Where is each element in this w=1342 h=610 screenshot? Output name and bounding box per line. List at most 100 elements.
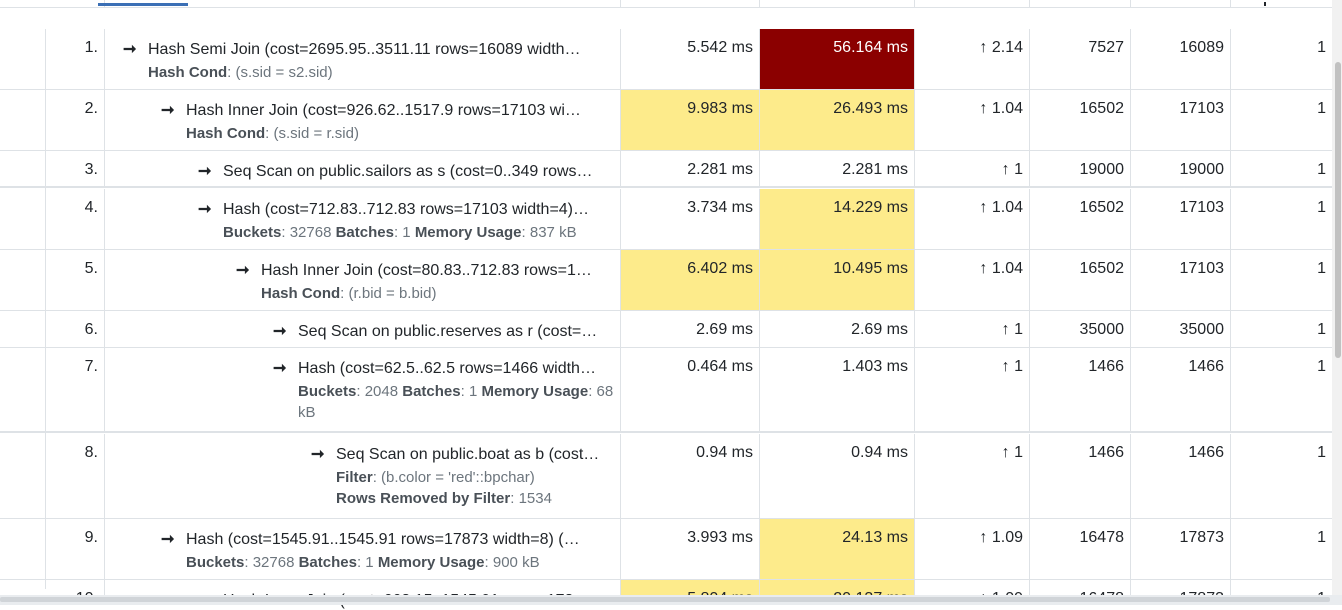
exclusive-time: 9.983 ms [621,90,760,150]
detail-value: 1 [402,224,411,241]
inclusive-time: 2.69 ms [760,311,915,347]
inclusive-time: 26.493 ms [760,90,915,150]
child-arrow-icon: ➞ [161,531,175,548]
detail-label: Buckets [298,383,357,400]
exclusive-time: 0.464 ms [621,348,760,431]
node-cell[interactable]: ➞ Hash (cost=1545.91..1545.91 rows=17873 … [105,519,621,579]
child-arrow-icon: ➞ [123,41,137,58]
node-cell[interactable]: ➞ Seq Scan on public.reserves as r (cost=… [105,311,621,347]
rows-factor: ↑ 2.14 [915,29,1030,89]
node-details: Hash Cond: (s.sid = r.sid) [186,125,359,142]
node-title[interactable]: Hash (cost=1545.91..1545.91 rows=17873 w… [186,531,580,548]
detail-label: Filter [336,469,373,486]
table-row[interactable]: 5. ➞ Hash Inner Join (cost=80.83..712.83 r… [0,250,1332,311]
horizontal-scrollbar-thumb[interactable] [0,597,1330,602]
table-row[interactable]: 6. ➞ Seq Scan on public.reserves as r (cos… [0,311,1332,348]
table-row[interactable]: 9. ➞ Hash (cost=1545.91..1545.91 rows=1787… [0,519,1332,580]
vertical-scrollbar-thumb[interactable] [1335,62,1341,358]
header-cell-rows-factor [915,0,1030,8]
vertical-scrollbar[interactable] [1332,0,1342,605]
planned-rows: 35000 [1131,311,1231,347]
actual-rows: 1466 [1030,348,1131,431]
node-title[interactable]: Seq Scan on public.sailors as s (cost=0.… [223,163,593,180]
node-details: Buckets: 32768 Batches: 1 Memory Usage: … [223,224,577,241]
detail-value: 32768 [252,554,295,571]
actual-rows: 7527 [1030,29,1131,89]
child-arrow-icon: ➞ [273,360,287,377]
node-title[interactable]: Hash Inner Join (cost=80.83..712.83 rows… [261,262,592,279]
detail-value: (s.sid = r.sid) [273,125,359,142]
detail-label: Batches [298,554,357,571]
header-cell-actual [1030,0,1131,8]
actual-rows: 16502 [1030,189,1131,249]
loops: 1 [1317,260,1326,277]
header-cell-plan [1131,0,1231,8]
detail-value: 1534 [518,490,552,507]
child-arrow-icon: ➞ [198,163,212,180]
actual-rows: 16502 [1030,250,1131,310]
node-title[interactable]: Hash Semi Join (cost=2695.95..3511.11 ro… [148,41,581,58]
inclusive-time: 24.13 ms [760,519,915,579]
loops: 1 [1317,199,1326,216]
node-cell[interactable]: ➞ Hash Semi Join (cost=2695.95..3511.11 r… [105,29,621,89]
rows-factor: ↑ 1 [915,434,1030,518]
node-title[interactable]: Seq Scan on public.boat as b (cost… [336,446,600,463]
detail-label: Memory Usage [481,383,589,400]
planned-rows: 19000 [1131,151,1231,186]
node-title[interactable]: Hash Inner Join (cost=926.62..1517.9 row… [186,102,581,119]
detail-label: Buckets [186,554,245,571]
header-cell-exclusive [621,0,760,8]
node-title[interactable]: Seq Scan on public.reserves as r (cost=… [298,323,598,340]
rows-factor: ↑ 1 [915,151,1030,186]
inclusive-time: 2.281 ms [760,151,915,186]
exclusive-time: 6.402 ms [621,250,760,310]
detail-value: 837 kB [529,224,577,241]
detail-label: Rows Removed by Filter [336,490,511,507]
node-details: Hash Cond: (s.sid = s2.sid) [148,64,333,81]
planned-rows: 1466 [1131,434,1231,518]
detail-value: 900 kB [492,554,540,571]
actual-rows: 16502 [1030,90,1131,150]
exclusive-time: 2.69 ms [621,311,760,347]
node-cell[interactable]: ➞ Hash (cost=712.83..712.83 rows=17103 wi… [105,189,621,249]
child-arrow-icon: ➞ [198,201,212,218]
table-row[interactable]: 4. ➞ Hash (cost=712.83..712.83 rows=17103 … [0,189,1332,250]
header-cell-num [0,0,105,8]
detail-value: 68 kB [298,383,614,421]
row-number: 4. [0,189,105,249]
horizontal-scrollbar[interactable] [0,595,1342,605]
node-title[interactable]: Hash (cost=62.5..62.5 rows=1466 width… [298,360,596,377]
detail-value: 2048 [364,383,399,400]
detail-value: 1 [468,383,478,400]
rows-factor: ↑ 1.04 [915,250,1030,310]
exclusive-time: 3.734 ms [621,189,760,249]
child-arrow-icon: ➞ [161,102,175,119]
table-row[interactable]: 7. ➞ Hash (cost=62.5..62.5 rows=1466 width… [0,348,1332,433]
node-title[interactable]: Hash (cost=712.83..712.83 rows=17103 wid… [223,201,590,218]
node-cell[interactable]: ➞ Hash Inner Join (cost=926.62..1517.9 ro… [105,90,621,150]
exclusive-time: 0.94 ms [621,434,760,518]
rows-factor: ↑ 1.04 [915,90,1030,150]
detail-label: Batches [335,224,394,241]
node-cell[interactable]: ➞ Hash (cost=62.5..62.5 rows=1466 width… B… [105,348,621,431]
row-number: 9. [0,519,105,579]
loops: 1 [1317,444,1326,461]
detail-value: (b.color = 'red'::bpchar) [381,469,535,486]
rows-factor: ↑ 1 [915,311,1030,347]
inclusive-time: 0.94 ms [760,434,915,518]
table-row[interactable]: 8. ➞ Seq Scan on public.boat as b (cost… Fi… [0,434,1332,519]
child-arrow-icon: ➞ [273,323,287,340]
table-row[interactable]: 3. ➞ Seq Scan on public.sailors as s (cost… [0,151,1332,188]
planned-rows: 17103 [1131,189,1231,249]
loops: 1 [1317,529,1326,546]
node-details: Filter: (b.color = 'red'::bpchar) Rows Re… [336,469,552,507]
node-cell[interactable]: ➞ Seq Scan on public.boat as b (cost… Filt… [105,434,621,518]
table-header-strip [0,0,1332,8]
detail-label: Hash Cond [148,64,228,81]
loops: 1 [1317,358,1326,375]
node-details: Buckets: 32768 Batches: 1 Memory Usage: … [186,554,540,571]
node-cell[interactable]: ➞ Seq Scan on public.sailors as s (cost=0… [105,151,621,186]
node-cell[interactable]: ➞ Hash Inner Join (cost=80.83..712.83 row… [105,250,621,310]
table-row[interactable]: 1. ➞ Hash Semi Join (cost=2695.95..3511.11… [0,29,1332,90]
table-row[interactable]: 2. ➞ Hash Inner Join (cost=926.62..1517.9 … [0,90,1332,151]
